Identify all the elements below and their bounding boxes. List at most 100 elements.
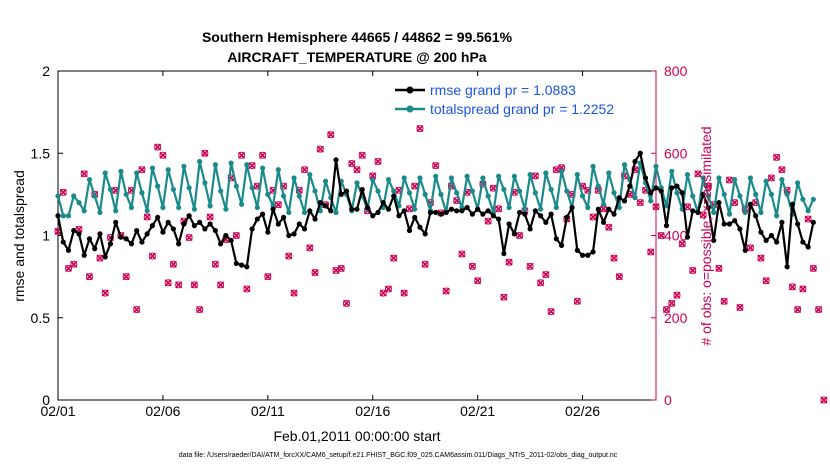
obs-possible-point <box>615 273 623 281</box>
rmse-point <box>480 211 486 217</box>
rmse-point <box>627 183 633 189</box>
totalspread-point <box>501 186 507 193</box>
rmse-point <box>611 211 617 217</box>
rmse-point <box>548 211 554 217</box>
obs-assimilated-point <box>133 305 141 314</box>
obs-assimilated-point <box>59 188 67 196</box>
obs-assimilated-point <box>809 264 817 272</box>
obs-assimilated-point <box>238 151 246 159</box>
rmse-point <box>464 204 470 211</box>
rmse-point <box>747 201 754 207</box>
obs-assimilated-point <box>762 277 770 285</box>
obs-possible-point <box>662 306 670 314</box>
totalspread-point <box>259 165 266 171</box>
rmse-point <box>758 229 764 235</box>
rmse-point <box>648 190 654 196</box>
rmse-point <box>726 221 733 227</box>
obs-possible-point <box>610 254 618 262</box>
rmse-point <box>800 239 806 245</box>
x-tick-label: 02/11 <box>251 403 285 419</box>
y-right-tick-label: 600 <box>664 145 688 161</box>
totalspread-point <box>726 211 733 217</box>
rmse-point <box>795 221 801 227</box>
totalspread-point <box>616 204 622 211</box>
rmse-point <box>155 214 161 221</box>
obs-possible-point <box>190 281 198 289</box>
totalspread-point <box>107 186 114 193</box>
rmse-point <box>144 231 150 237</box>
obs-assimilated-point <box>206 213 214 221</box>
obs-possible-point <box>647 248 655 256</box>
y-right-tick-label: 200 <box>664 310 688 326</box>
totalspread-point <box>653 163 659 170</box>
obs-possible-point <box>809 264 817 272</box>
totalspread-point <box>433 173 439 179</box>
totalspread-point <box>354 180 360 186</box>
totalspread-point <box>716 175 722 181</box>
totalspread-point <box>684 172 691 178</box>
obs-possible-point <box>767 174 775 182</box>
obs-possible-point <box>211 260 219 268</box>
rmse-point <box>197 219 203 225</box>
obs-possible-point <box>746 244 754 252</box>
obs-possible-point <box>589 213 597 221</box>
obs-possible-point <box>301 166 309 174</box>
rmse-point <box>543 219 549 225</box>
obs-assimilated-point <box>164 279 172 287</box>
totalspread-point <box>296 193 302 199</box>
totalspread-point <box>186 185 192 191</box>
totalspread-point <box>218 188 224 194</box>
rmse-point <box>107 241 114 247</box>
totalspread-point <box>496 173 502 179</box>
obs-possible-point <box>169 260 177 268</box>
obs-possible-point <box>175 281 183 289</box>
rmse-point <box>732 218 738 224</box>
x-tick-label: 02/21 <box>460 403 495 419</box>
rmse-point <box>711 237 717 244</box>
totalspread-point <box>55 193 61 199</box>
rmse-point <box>233 260 239 267</box>
totalspread-point <box>76 200 82 206</box>
rmse-point <box>637 150 643 156</box>
rmse-point <box>149 223 156 229</box>
totalspread-point <box>768 191 775 197</box>
obs-assimilated-point <box>673 291 681 299</box>
totalspread-point <box>92 193 98 199</box>
rmse-point <box>721 221 727 227</box>
totalspread-point <box>606 170 612 176</box>
totalspread-point <box>663 203 670 209</box>
obs-possible-point <box>390 254 398 262</box>
legend-rmse-marker <box>406 86 414 94</box>
obs-possible-point <box>133 306 141 314</box>
rmse-point <box>522 211 528 217</box>
rmse-point <box>417 224 423 230</box>
obs-assimilated-point <box>589 213 597 221</box>
obs-assimilated-point <box>605 223 613 231</box>
obs-possible-point <box>379 289 387 297</box>
obs-assimilated-point <box>353 166 361 174</box>
obs-assimilated-point <box>201 149 209 157</box>
obs-assimilated-point <box>694 170 702 178</box>
totalspread-point <box>705 193 712 199</box>
rmse-point <box>469 211 476 217</box>
obs-possible-point <box>159 151 167 159</box>
totalspread-point <box>223 206 229 212</box>
obs-assimilated-point <box>342 299 351 307</box>
obs-assimilated-point <box>185 233 193 242</box>
rmse-point <box>296 221 302 227</box>
totalspread-point <box>228 160 234 166</box>
obs-assimilated-point <box>337 264 345 272</box>
rmse-point <box>585 252 591 258</box>
totalspread-point <box>537 206 544 212</box>
totalspread-point <box>123 191 129 197</box>
obs-assimilated-point <box>190 281 198 289</box>
y-tick-label: 0.5 <box>31 310 51 326</box>
obs-assimilated-point <box>175 281 183 289</box>
obs-assimilated-point <box>311 268 319 277</box>
rmse-point <box>92 246 98 252</box>
rmse-point <box>286 232 292 239</box>
totalspread-point <box>233 183 239 189</box>
x-tick-label: 02/06 <box>145 403 180 419</box>
obs-assimilated-point <box>757 254 765 262</box>
rmse-point <box>238 262 245 268</box>
